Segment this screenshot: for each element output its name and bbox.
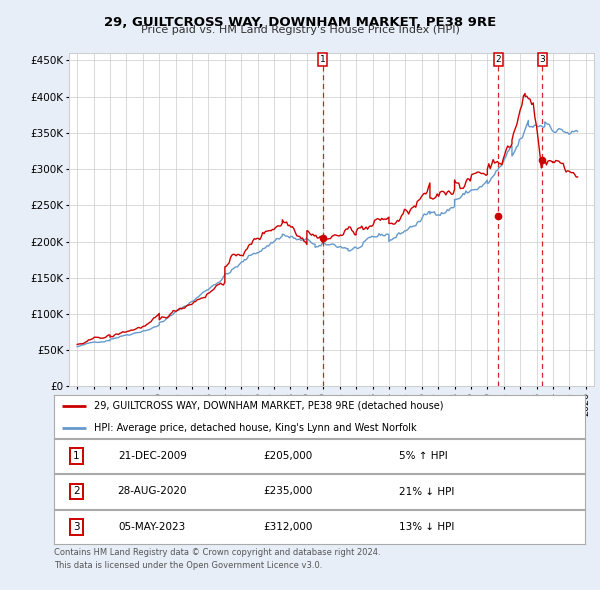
Text: £235,000: £235,000 — [263, 487, 313, 496]
Text: HPI: Average price, detached house, King's Lynn and West Norfolk: HPI: Average price, detached house, King… — [94, 423, 416, 433]
Text: 29, GUILTCROSS WAY, DOWNHAM MARKET, PE38 9RE: 29, GUILTCROSS WAY, DOWNHAM MARKET, PE38… — [104, 15, 496, 29]
Text: 3: 3 — [73, 522, 80, 532]
Text: 13% ↓ HPI: 13% ↓ HPI — [399, 522, 455, 532]
Text: Contains HM Land Registry data © Crown copyright and database right 2024.: Contains HM Land Registry data © Crown c… — [54, 548, 380, 557]
Text: 29, GUILTCROSS WAY, DOWNHAM MARKET, PE38 9RE (detached house): 29, GUILTCROSS WAY, DOWNHAM MARKET, PE38… — [94, 401, 443, 411]
Text: 5% ↑ HPI: 5% ↑ HPI — [399, 451, 448, 461]
Text: £312,000: £312,000 — [263, 522, 313, 532]
Text: Price paid vs. HM Land Registry's House Price Index (HPI): Price paid vs. HM Land Registry's House … — [140, 25, 460, 35]
Text: 21-DEC-2009: 21-DEC-2009 — [118, 451, 187, 461]
Text: 1: 1 — [73, 451, 80, 461]
Text: This data is licensed under the Open Government Licence v3.0.: This data is licensed under the Open Gov… — [54, 561, 322, 570]
Text: 05-MAY-2023: 05-MAY-2023 — [119, 522, 186, 532]
Text: £205,000: £205,000 — [263, 451, 312, 461]
Text: 2: 2 — [496, 55, 501, 64]
Text: 28-AUG-2020: 28-AUG-2020 — [118, 487, 187, 496]
Text: 21% ↓ HPI: 21% ↓ HPI — [399, 487, 455, 496]
Text: 3: 3 — [539, 55, 545, 64]
Text: 1: 1 — [320, 55, 326, 64]
Text: 2: 2 — [73, 487, 80, 496]
